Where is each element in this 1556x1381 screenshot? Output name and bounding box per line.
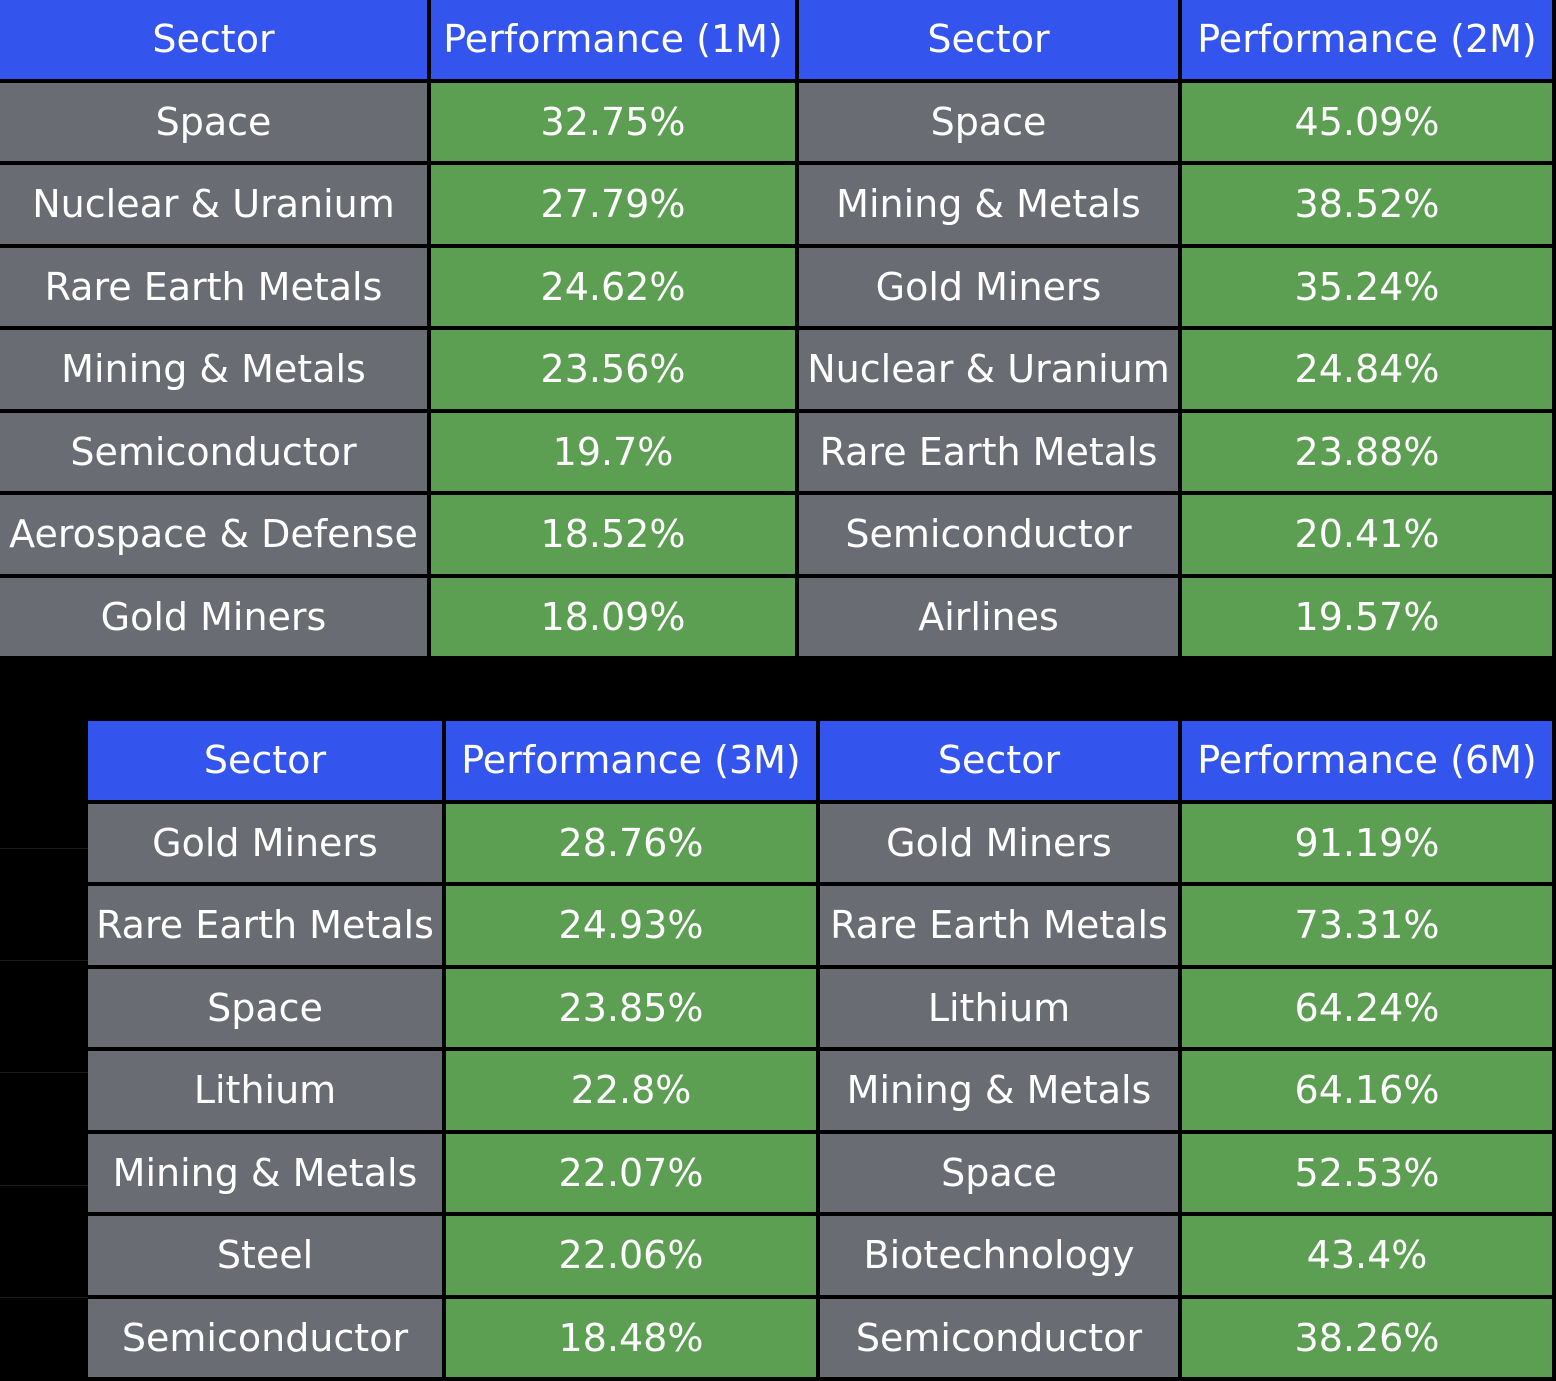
performance-cell-1m: 18.09% — [431, 578, 799, 661]
sector-cell-6m: Space — [820, 1134, 1182, 1217]
performance-cell-6m: 38.26% — [1182, 1299, 1556, 1381]
sector-cell-2m: Mining & Metals — [799, 165, 1182, 248]
sector-cell-1m: Mining & Metals — [0, 330, 431, 413]
performance-cell-3m: 22.07% — [446, 1134, 820, 1217]
sector-cell-2m: Gold Miners — [799, 248, 1182, 331]
background-line — [0, 960, 88, 961]
header-performance-3m: Performance (3M) — [446, 721, 820, 804]
performance-cell-1m: 32.75% — [431, 83, 799, 166]
sector-cell-3m: Semiconductor — [88, 1299, 446, 1381]
performance-cell-3m: 22.8% — [446, 1051, 820, 1134]
performance-cell-3m: 28.76% — [446, 804, 820, 887]
sector-cell-2m: Airlines — [799, 578, 1182, 661]
header-performance-1m: Performance (1M) — [431, 0, 799, 83]
sector-cell-1m: Rare Earth Metals — [0, 248, 431, 331]
performance-cell-2m: 45.09% — [1182, 83, 1556, 166]
sector-cell-2m: Semiconductor — [799, 495, 1182, 578]
performance-cell-2m: 19.57% — [1182, 578, 1556, 661]
performance-cell-1m: 19.7% — [431, 413, 799, 496]
performance-cell-1m: 24.62% — [431, 248, 799, 331]
sector-cell-3m: Rare Earth Metals — [88, 886, 446, 969]
sector-cell-3m: Gold Miners — [88, 804, 446, 887]
performance-cell-1m: 27.79% — [431, 165, 799, 248]
sector-cell-1m: Aerospace & Defense — [0, 495, 431, 578]
header-sector-1m: Sector — [0, 0, 431, 83]
performance-cell-6m: 52.53% — [1182, 1134, 1556, 1217]
background-line — [0, 1072, 88, 1073]
sector-cell-3m: Steel — [88, 1216, 446, 1299]
background-line — [0, 1185, 88, 1186]
performance-cell-1m: 23.56% — [431, 330, 799, 413]
performance-cell-2m: 20.41% — [1182, 495, 1556, 578]
header-performance-6m: Performance (6M) — [1182, 721, 1556, 804]
performance-cell-3m: 23.85% — [446, 969, 820, 1052]
performance-cell-6m: 64.24% — [1182, 969, 1556, 1052]
performance-cell-6m: 91.19% — [1182, 804, 1556, 887]
performance-cell-1m: 18.52% — [431, 495, 799, 578]
bottom-performance-grid: Sector Performance (3M) Sector Performan… — [88, 721, 1556, 1374]
sector-cell-3m: Mining & Metals — [88, 1134, 446, 1217]
sector-cell-2m: Nuclear & Uranium — [799, 330, 1182, 413]
performance-cell-3m: 24.93% — [446, 886, 820, 969]
header-sector-6m: Sector — [820, 721, 1182, 804]
performance-cell-3m: 22.06% — [446, 1216, 820, 1299]
sector-cell-1m: Nuclear & Uranium — [0, 165, 431, 248]
header-sector-3m: Sector — [88, 721, 446, 804]
top-performance-grid: Sector Performance (1M) Sector Performan… — [0, 0, 1556, 660]
sector-cell-2m: Rare Earth Metals — [799, 413, 1182, 496]
sector-cell-6m: Gold Miners — [820, 804, 1182, 887]
performance-cell-2m: 24.84% — [1182, 330, 1556, 413]
sector-cell-6m: Semiconductor — [820, 1299, 1182, 1381]
sector-cell-6m: Mining & Metals — [820, 1051, 1182, 1134]
sector-cell-3m: Lithium — [88, 1051, 446, 1134]
header-sector-2m: Sector — [799, 0, 1182, 83]
performance-cell-6m: 73.31% — [1182, 886, 1556, 969]
performance-cell-2m: 23.88% — [1182, 413, 1556, 496]
header-performance-2m: Performance (2M) — [1182, 0, 1556, 83]
sector-cell-1m: Semiconductor — [0, 413, 431, 496]
sector-cell-1m: Space — [0, 83, 431, 166]
performance-cell-6m: 64.16% — [1182, 1051, 1556, 1134]
sector-cell-3m: Space — [88, 969, 446, 1052]
sector-cell-6m: Biotechnology — [820, 1216, 1182, 1299]
sector-cell-1m: Gold Miners — [0, 578, 431, 661]
performance-cell-6m: 43.4% — [1182, 1216, 1556, 1299]
performance-cell-2m: 35.24% — [1182, 248, 1556, 331]
sector-cell-6m: Rare Earth Metals — [820, 886, 1182, 969]
performance-cell-2m: 38.52% — [1182, 165, 1556, 248]
background-line — [0, 1297, 88, 1298]
sector-cell-2m: Space — [799, 83, 1182, 166]
sector-cell-6m: Lithium — [820, 969, 1182, 1052]
performance-cell-3m: 18.48% — [446, 1299, 820, 1381]
background-line — [0, 848, 88, 849]
